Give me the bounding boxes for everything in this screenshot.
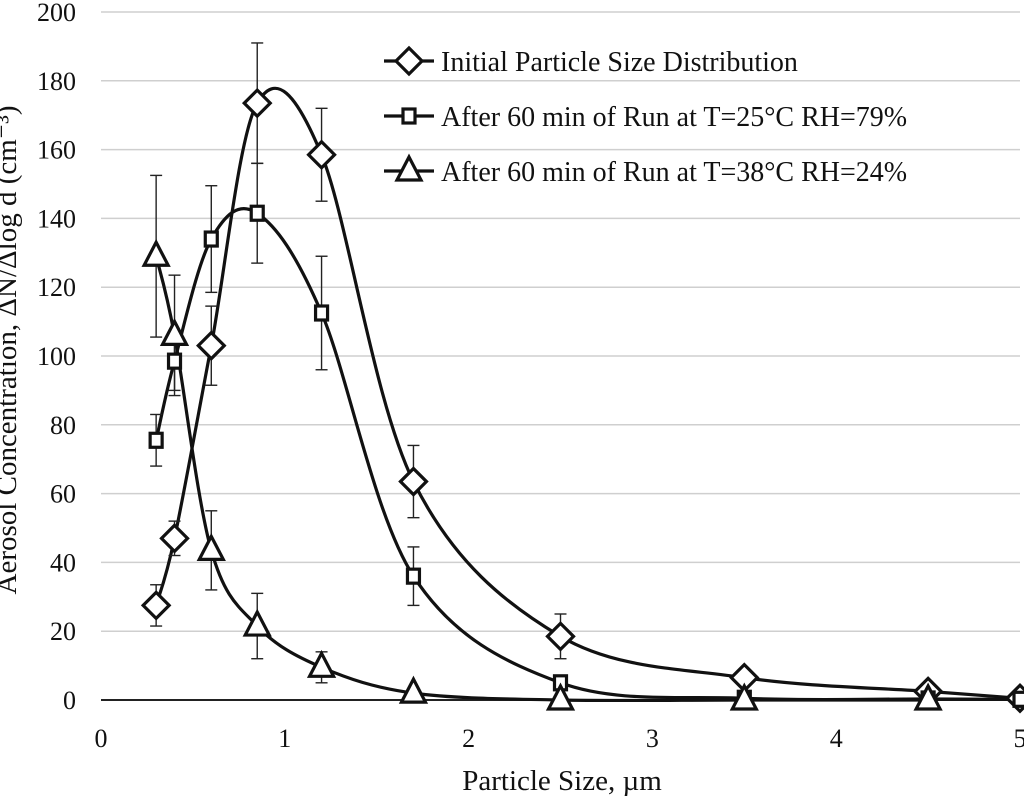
triangle-marker xyxy=(306,649,337,678)
data-markers xyxy=(140,87,1024,714)
x-tick-label: 5 xyxy=(1014,724,1024,753)
triangle-marker xyxy=(729,682,759,711)
series-line-square xyxy=(154,207,1021,702)
y-tick-label: 20 xyxy=(50,617,76,646)
triangle-marker xyxy=(196,532,226,561)
diamond-marker xyxy=(159,523,190,554)
diamond-marker xyxy=(196,330,227,361)
x-tick-label: 3 xyxy=(646,724,659,753)
triangle-marker xyxy=(141,238,171,267)
diamond-marker xyxy=(241,87,273,119)
legend-triangle-icon xyxy=(394,153,424,182)
diamond-marker xyxy=(306,139,337,171)
square-marker xyxy=(203,230,219,248)
square-marker xyxy=(148,431,164,449)
y-tick-label: 180 xyxy=(37,67,76,96)
series-line-triangle xyxy=(154,255,929,703)
diamond-marker xyxy=(398,466,429,497)
y-tick-label: 100 xyxy=(37,342,76,371)
y-tick-label: 120 xyxy=(37,273,76,302)
legend-label: Initial Particle Size Distribution xyxy=(441,47,798,78)
triangle-marker xyxy=(545,682,576,711)
x-tick-label: 0 xyxy=(95,724,108,753)
square-marker xyxy=(405,567,422,585)
y-tick-label: 140 xyxy=(37,204,76,233)
triangle-marker xyxy=(159,317,190,346)
square-marker xyxy=(166,352,183,370)
triangle-marker xyxy=(398,675,429,704)
y-tick-label: 0 xyxy=(63,686,76,715)
x-tick-label: 2 xyxy=(462,724,475,753)
x-tick-label: 1 xyxy=(278,724,291,753)
series-curves xyxy=(154,86,1021,703)
legend-label: After 60 min of Run at T=25°C RH=79% xyxy=(441,102,907,133)
triangle-marker xyxy=(242,608,272,637)
error-bars xyxy=(150,42,567,684)
y-tick-label: 40 xyxy=(50,548,76,577)
square-marker xyxy=(313,304,330,322)
series-line-diamond xyxy=(154,86,1021,700)
x-tick-label: 4 xyxy=(830,724,843,753)
triangle-marker xyxy=(913,682,943,711)
legend-label: After 60 min of Run at T=38°C RH=24% xyxy=(441,157,907,188)
diamond-marker xyxy=(140,590,172,621)
y-tick-label: 160 xyxy=(37,136,76,165)
square-marker xyxy=(1012,690,1024,708)
legend: Initial Particle Size Distribution After … xyxy=(384,45,907,188)
x-axis-title: Particle Size, µm xyxy=(462,765,662,797)
y-tick-label: 200 xyxy=(37,0,76,27)
legend-square-icon xyxy=(401,107,417,125)
y-tick-label: 60 xyxy=(50,480,76,509)
square-marker xyxy=(249,204,265,222)
axes: 0 20 40 60 80 100 120 140 160 180 200 0 1 2 3 4 5 xyxy=(37,0,1024,753)
y-tick-label: 80 xyxy=(50,411,76,440)
diamond-marker xyxy=(545,621,576,652)
y-axis-title: Aerosol Concentration, ΔN/Δlog d (cm⁻³) xyxy=(0,106,23,595)
legend-diamond-icon xyxy=(393,45,425,77)
